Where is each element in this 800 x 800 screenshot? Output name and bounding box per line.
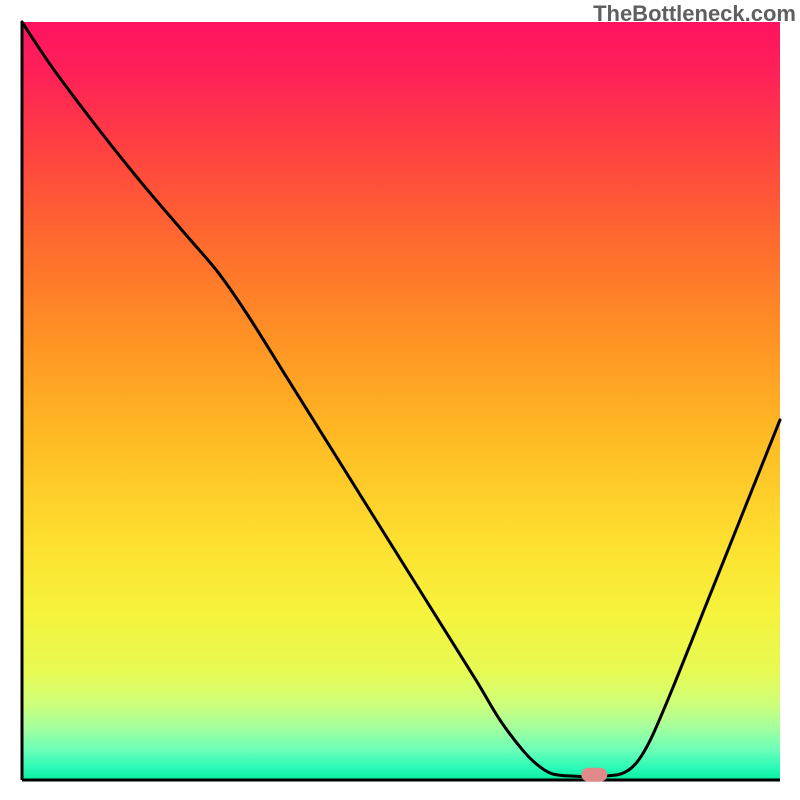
- plot-background: [22, 22, 780, 780]
- watermark-text: TheBottleneck.com: [593, 1, 796, 27]
- optimal-marker: [581, 768, 607, 782]
- chart-container: { "chart": { "type": "line", "width": 80…: [0, 0, 800, 800]
- bottleneck-curve-chart: [0, 0, 800, 800]
